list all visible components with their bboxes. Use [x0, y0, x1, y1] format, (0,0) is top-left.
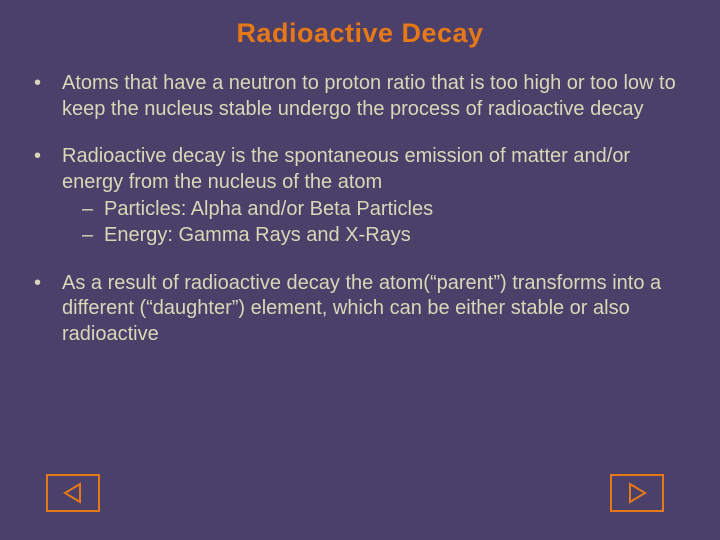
- bullet-list: Atoms that have a neutron to proton rati…: [28, 71, 692, 347]
- sub-bullet-text: Particles: Alpha and/or Beta Particles: [104, 197, 692, 223]
- bullet-icon: [28, 271, 62, 348]
- sub-bullet-text: Energy: Gamma Rays and X-Rays: [104, 223, 692, 249]
- list-item: Radioactive decay is the spontaneous emi…: [28, 144, 692, 248]
- triangle-right-icon: [626, 482, 648, 504]
- next-button[interactable]: [610, 474, 664, 512]
- list-item: Atoms that have a neutron to proton rati…: [28, 71, 692, 122]
- bullet-text: Radioactive decay is the spontaneous emi…: [62, 144, 692, 248]
- slide-title: Radioactive Decay: [28, 18, 692, 49]
- list-item: As a result of radioactive decay the ato…: [28, 271, 692, 348]
- prev-button[interactable]: [46, 474, 100, 512]
- nav-right-group: [610, 474, 664, 512]
- bullet-text-span: Radioactive decay is the spontaneous emi…: [62, 145, 630, 193]
- nav-left-group: [46, 474, 100, 512]
- bullet-icon: [28, 144, 62, 248]
- bullet-icon: [28, 71, 62, 122]
- dash-icon: [82, 197, 104, 223]
- slide: Radioactive Decay Atoms that have a neut…: [0, 0, 720, 540]
- list-item: Energy: Gamma Rays and X-Rays: [62, 223, 692, 249]
- bullet-text: Atoms that have a neutron to proton rati…: [62, 71, 692, 122]
- triangle-left-icon: [62, 482, 84, 504]
- bullet-text: As a result of radioactive decay the ato…: [62, 271, 692, 348]
- dash-icon: [82, 223, 104, 249]
- sub-list: Particles: Alpha and/or Beta Particles E…: [62, 197, 692, 248]
- list-item: Particles: Alpha and/or Beta Particles: [62, 197, 692, 223]
